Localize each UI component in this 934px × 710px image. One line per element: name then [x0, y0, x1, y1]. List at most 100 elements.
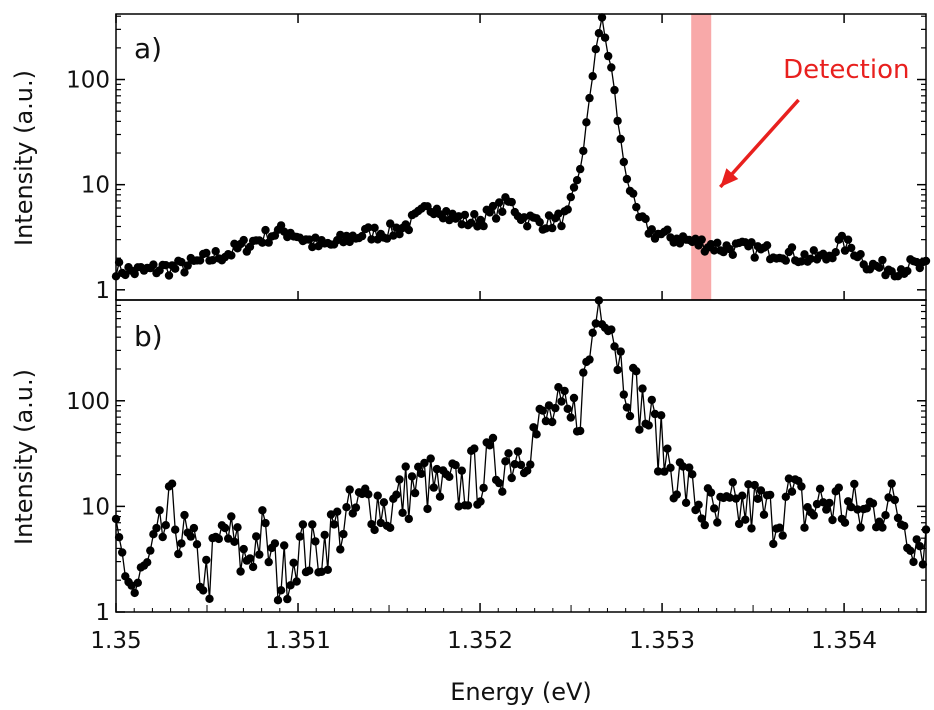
data-point	[706, 240, 716, 249]
data-point	[554, 383, 563, 392]
data-point	[666, 463, 675, 472]
data-point	[308, 242, 317, 252]
data-point	[114, 533, 124, 542]
data-point	[426, 454, 435, 463]
data-point	[417, 469, 426, 478]
data-point	[622, 403, 632, 412]
data-point	[632, 367, 641, 376]
data-point	[744, 480, 753, 489]
data-point	[747, 524, 756, 533]
data-point	[423, 504, 432, 514]
data-point	[912, 535, 921, 544]
data-point	[887, 479, 896, 488]
data-point	[379, 498, 389, 507]
data-point	[697, 514, 706, 523]
y-tick-label: 100	[66, 68, 110, 94]
data-point	[853, 505, 862, 514]
data-point	[538, 406, 547, 415]
data-point	[563, 404, 572, 413]
data-point	[507, 473, 516, 483]
data-point	[653, 467, 663, 476]
data-point	[594, 29, 604, 38]
data-point	[248, 562, 258, 572]
data-point	[392, 223, 401, 232]
data-point	[893, 513, 903, 523]
data-point	[825, 498, 834, 508]
data-point	[495, 478, 504, 488]
data-point	[585, 93, 594, 103]
data-point	[133, 578, 142, 587]
data-point	[227, 251, 236, 260]
data-point	[588, 328, 597, 337]
data-point	[548, 223, 557, 233]
data-point	[610, 85, 619, 95]
data-point	[616, 347, 625, 356]
data-point	[364, 223, 373, 232]
data-point	[800, 250, 809, 259]
data-point	[289, 558, 298, 567]
data-point	[407, 472, 417, 481]
data-point	[856, 523, 865, 532]
data-point	[189, 523, 199, 533]
data-point	[856, 250, 865, 259]
data-point	[548, 417, 557, 427]
data-point	[781, 256, 790, 265]
data-point	[535, 218, 544, 227]
panel-a-label: a)	[134, 32, 162, 65]
data-point	[177, 539, 186, 548]
data-point	[526, 460, 535, 469]
data-point	[276, 221, 286, 230]
y-tick-label: 10	[81, 494, 110, 520]
data-point	[186, 532, 195, 541]
data-point	[345, 237, 354, 247]
data-point	[504, 449, 513, 458]
data-point	[632, 202, 641, 212]
data-point	[180, 268, 189, 277]
data-point	[529, 423, 538, 432]
data-point	[747, 238, 756, 247]
panel-b-plot-area	[111, 296, 931, 605]
data-point	[819, 498, 828, 507]
data-point	[909, 557, 918, 567]
data-point	[834, 483, 843, 492]
detection-arrow	[719, 98, 800, 189]
data-point	[641, 214, 650, 224]
x-tick-label: 1.352	[447, 628, 513, 654]
data-point	[875, 263, 884, 272]
data-point	[713, 238, 722, 247]
y-tick-label: 1	[95, 278, 110, 304]
data-point	[579, 146, 588, 156]
data-point	[541, 224, 551, 233]
data-point	[220, 523, 230, 533]
data-point	[445, 215, 454, 225]
data-point	[663, 444, 672, 453]
data-point	[840, 518, 850, 527]
panel-a-y-axis: 1 10 100	[66, 15, 926, 304]
data-point	[753, 494, 762, 503]
data-point	[510, 460, 519, 469]
data-point	[769, 539, 778, 549]
data-point	[756, 486, 766, 495]
data-point	[710, 246, 719, 255]
data-point	[507, 197, 516, 207]
data-point	[485, 208, 494, 217]
data-point	[728, 478, 737, 487]
data-point	[395, 475, 404, 484]
data-point	[143, 558, 152, 567]
data-point	[672, 490, 681, 499]
data-point	[831, 248, 840, 257]
data-point	[211, 247, 220, 256]
detection-band	[691, 14, 712, 300]
data-point	[280, 541, 289, 550]
data-point	[591, 45, 600, 54]
data-point	[404, 225, 413, 235]
data-point	[292, 577, 301, 586]
data-point	[635, 425, 644, 434]
data-point	[180, 510, 189, 520]
data-point	[252, 532, 261, 541]
data-point	[557, 221, 566, 231]
data-point	[569, 393, 579, 403]
data-point	[395, 230, 404, 239]
data-point	[345, 485, 354, 494]
